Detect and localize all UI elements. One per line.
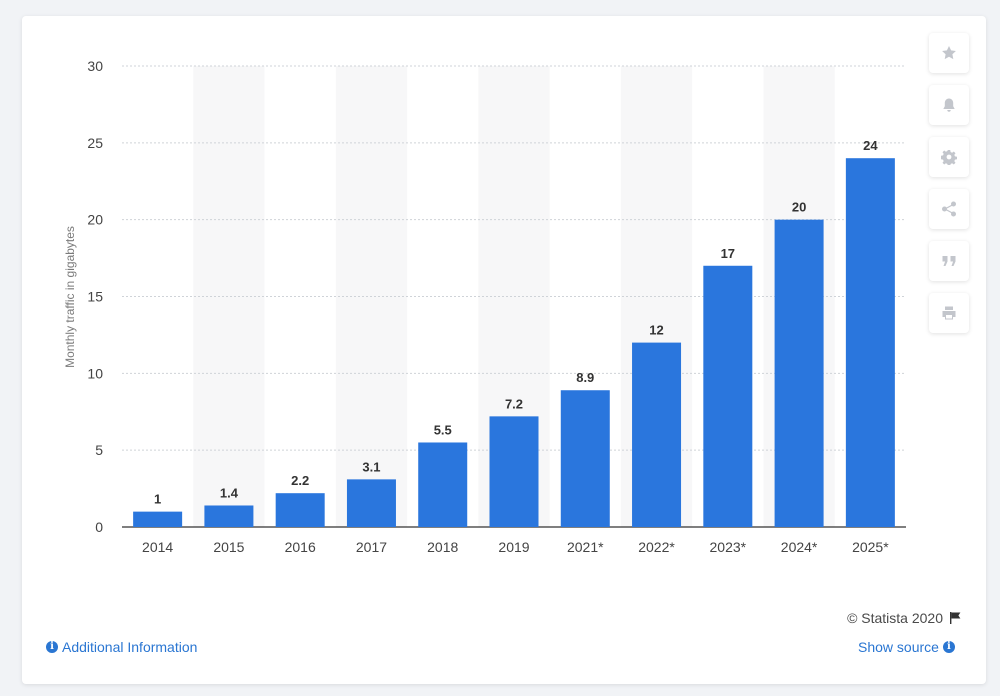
print-icon [942, 306, 956, 320]
bar[interactable] [703, 265, 753, 527]
quote-icon [942, 256, 956, 266]
info-icon: i [46, 641, 58, 653]
y-axis-label: Monthly traffic in gigabytes [63, 226, 77, 368]
column-band [193, 66, 265, 527]
copyright-text: © Statista 2020 [847, 610, 943, 626]
bar[interactable] [774, 219, 824, 527]
data-label: 12 [649, 323, 663, 338]
data-label: 3.1 [362, 459, 380, 474]
settings-button[interactable] [929, 137, 969, 177]
y-tick-label: 5 [95, 442, 103, 458]
data-label: 24 [863, 138, 878, 153]
x-tick-label: 2022* [638, 539, 675, 555]
data-label: 20 [792, 200, 806, 215]
x-tick-label: 2019 [498, 539, 529, 555]
y-tick-label: 20 [87, 212, 103, 228]
data-label: 8.9 [576, 370, 594, 385]
cite-button[interactable] [929, 241, 969, 281]
bar[interactable] [632, 342, 682, 527]
flag-icon[interactable] [948, 611, 962, 625]
data-label: 1.4 [220, 485, 239, 500]
copyright-notice: © Statista 2020 [847, 610, 962, 626]
x-tick-label: 2014 [142, 539, 173, 555]
bar[interactable] [560, 390, 610, 527]
bar[interactable] [489, 416, 539, 527]
bar[interactable] [275, 493, 325, 527]
share-icon [942, 201, 956, 217]
bar[interactable] [133, 511, 183, 527]
show-source-link[interactable]: Show source i [858, 639, 955, 655]
y-tick-label: 30 [87, 58, 103, 74]
star-icon [942, 46, 956, 60]
notification-button[interactable] [929, 85, 969, 125]
gear-icon [941, 150, 957, 165]
show-source-label: Show source [858, 639, 939, 655]
data-label: 5.5 [434, 422, 452, 437]
x-tick-label: 2023* [710, 539, 747, 555]
additional-information-label: Additional Information [62, 639, 198, 655]
y-tick-label: 15 [87, 289, 103, 305]
additional-information-link[interactable]: i Additional Information [46, 639, 197, 655]
x-tick-label: 2017 [356, 539, 387, 555]
x-tick-label: 2021* [567, 539, 604, 555]
x-tick-label: 2025* [852, 539, 889, 555]
y-tick-label: 0 [95, 519, 103, 535]
info-icon: i [942, 641, 955, 653]
bell-icon [943, 98, 955, 112]
print-button[interactable] [929, 293, 969, 333]
x-tick-label: 2015 [213, 539, 244, 555]
data-label: 7.2 [505, 396, 523, 411]
x-tick-label: 2016 [285, 539, 316, 555]
favorite-button[interactable] [929, 33, 969, 73]
y-tick-label: 10 [87, 365, 103, 381]
bar[interactable] [845, 158, 895, 527]
data-label: 2.2 [291, 473, 309, 488]
data-label: 1 [154, 492, 161, 507]
bar[interactable] [418, 442, 468, 527]
data-label: 17 [721, 246, 735, 261]
bar[interactable] [204, 505, 254, 527]
x-tick-label: 2018 [427, 539, 458, 555]
share-button[interactable] [929, 189, 969, 229]
x-tick-label: 2024* [781, 539, 818, 555]
bar[interactable] [346, 479, 396, 527]
y-tick-label: 25 [87, 135, 103, 151]
